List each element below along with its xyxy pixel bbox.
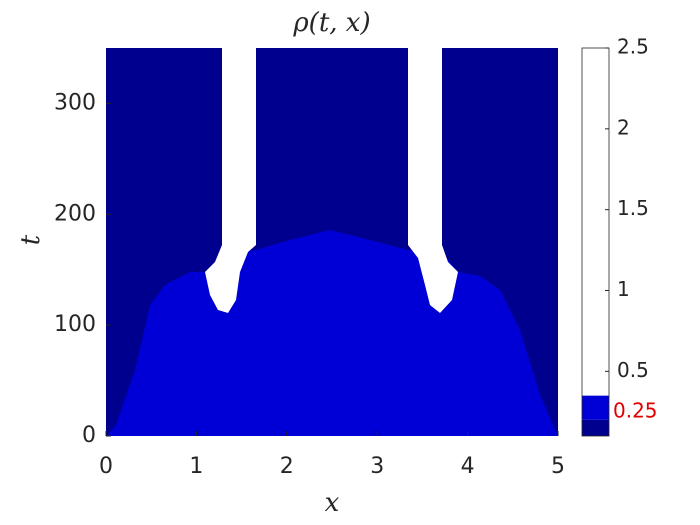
x-tick-label: 3 [370, 454, 384, 479]
x-tick-label: 4 [461, 454, 475, 479]
colorbar-tick-label: 1 [617, 277, 630, 301]
y-axis-label: t [16, 234, 46, 245]
x-axis-label: x [325, 488, 340, 518]
x-tick-label: 1 [189, 454, 203, 479]
y-tick-label: 100 [54, 312, 96, 337]
colorbar-band [582, 395, 609, 420]
y-tick-label: 200 [54, 201, 96, 226]
x-tick-label: 0 [99, 454, 113, 479]
y-tick-label: 0 [82, 423, 96, 448]
y-tick-label: 300 [54, 90, 96, 115]
field-region [205, 48, 256, 313]
x-tick-label: 5 [551, 454, 565, 479]
colorbar-frame [581, 47, 610, 437]
colorbar-annotation: 0.25 [613, 398, 658, 422]
colorbar-tick-label: 0.5 [617, 358, 649, 382]
colorbar-band [582, 419, 609, 436]
field-region [408, 48, 458, 313]
field [106, 48, 558, 436]
colorbar-tick-label: 2.5 [617, 35, 649, 59]
x-tick-label: 2 [280, 454, 294, 479]
colorbar-tick-label: 1.5 [617, 196, 649, 220]
colorbar-tick-label: 2 [617, 115, 630, 139]
colorbar-band [582, 48, 609, 396]
chart-title: ρ(t, x) [292, 8, 370, 38]
